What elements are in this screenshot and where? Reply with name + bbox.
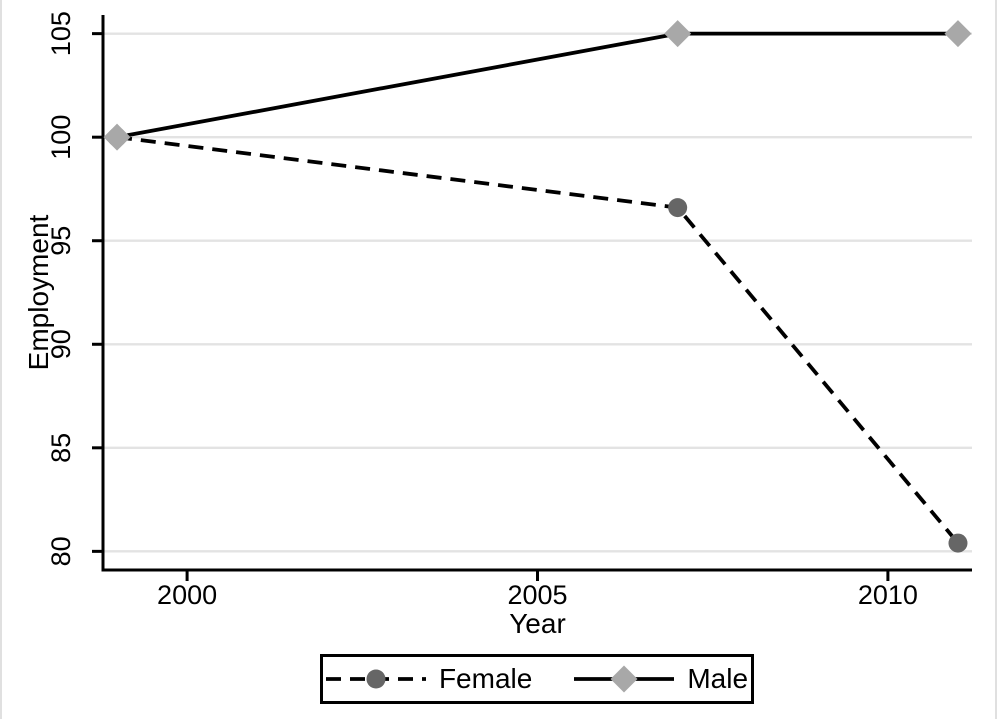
male-line (116, 31, 958, 140)
x-tick-label: 2005 (507, 580, 567, 610)
y-tick-label: 90 (46, 329, 76, 359)
female-marker (668, 198, 688, 218)
male-marker (664, 20, 692, 48)
y-tick-label: 85 (46, 433, 76, 463)
legend-item-female: Female (325, 663, 533, 694)
legend-label-female: Female (438, 663, 533, 694)
diamond-marker-icon (610, 665, 638, 693)
y-axis-title: Employment (23, 214, 54, 370)
female-line (116, 135, 960, 545)
legend-item-male: Male (574, 664, 748, 694)
female-line-swatch (325, 669, 426, 689)
y-tick-label: 95 (46, 226, 76, 256)
female-marker (948, 533, 968, 553)
x-tick-label: 2000 (157, 580, 217, 610)
legend: Female Male (320, 654, 754, 704)
y-tick-label: 100 (46, 115, 76, 160)
y-tick-label: 105 (46, 11, 76, 56)
male-marker (944, 20, 972, 48)
x-axis-title: Year (509, 608, 566, 639)
male-line-swatch (574, 665, 675, 693)
x-tick-label: 2010 (858, 580, 918, 610)
y-tick-label: 80 (46, 536, 76, 566)
male-marker (103, 123, 131, 151)
legend-label-male: Male (687, 663, 749, 694)
circle-marker-icon (366, 669, 386, 689)
